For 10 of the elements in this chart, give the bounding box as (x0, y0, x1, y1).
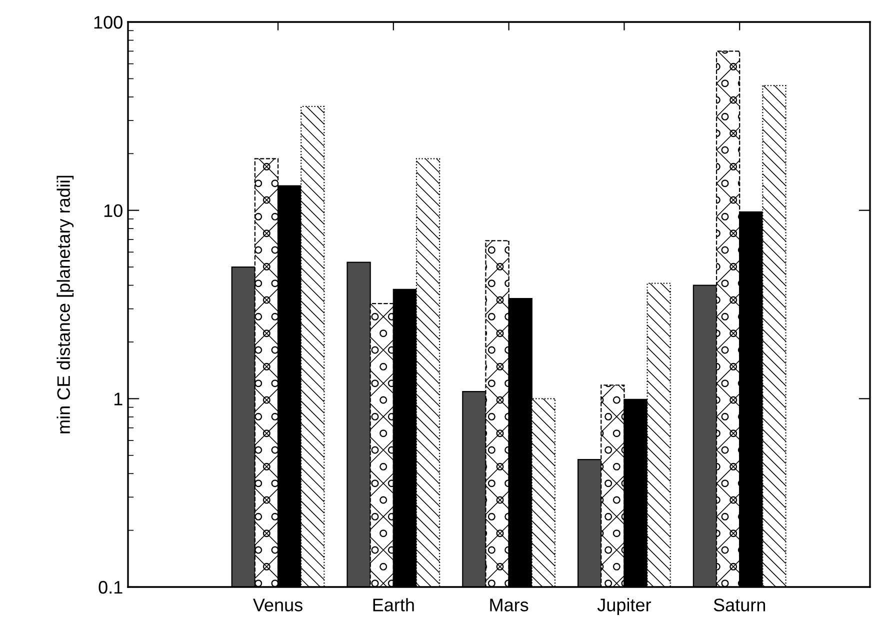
y-axis-title: min CE distance [planetary radii] (56, 176, 74, 434)
x-tick-label: Earth (373, 598, 414, 612)
x-tick-label: Venus (252, 598, 302, 612)
x-tick-label: Jupiter (597, 598, 652, 615)
y-tick-label: 100 (94, 16, 122, 29)
x-tick-label: Saturn (714, 598, 766, 612)
x-tick-label: Mars (490, 598, 528, 612)
y-tick-label: 0.1 (98, 580, 122, 594)
y-tick-label: 10 (104, 204, 122, 218)
y-tick-label: 1 (114, 392, 122, 406)
